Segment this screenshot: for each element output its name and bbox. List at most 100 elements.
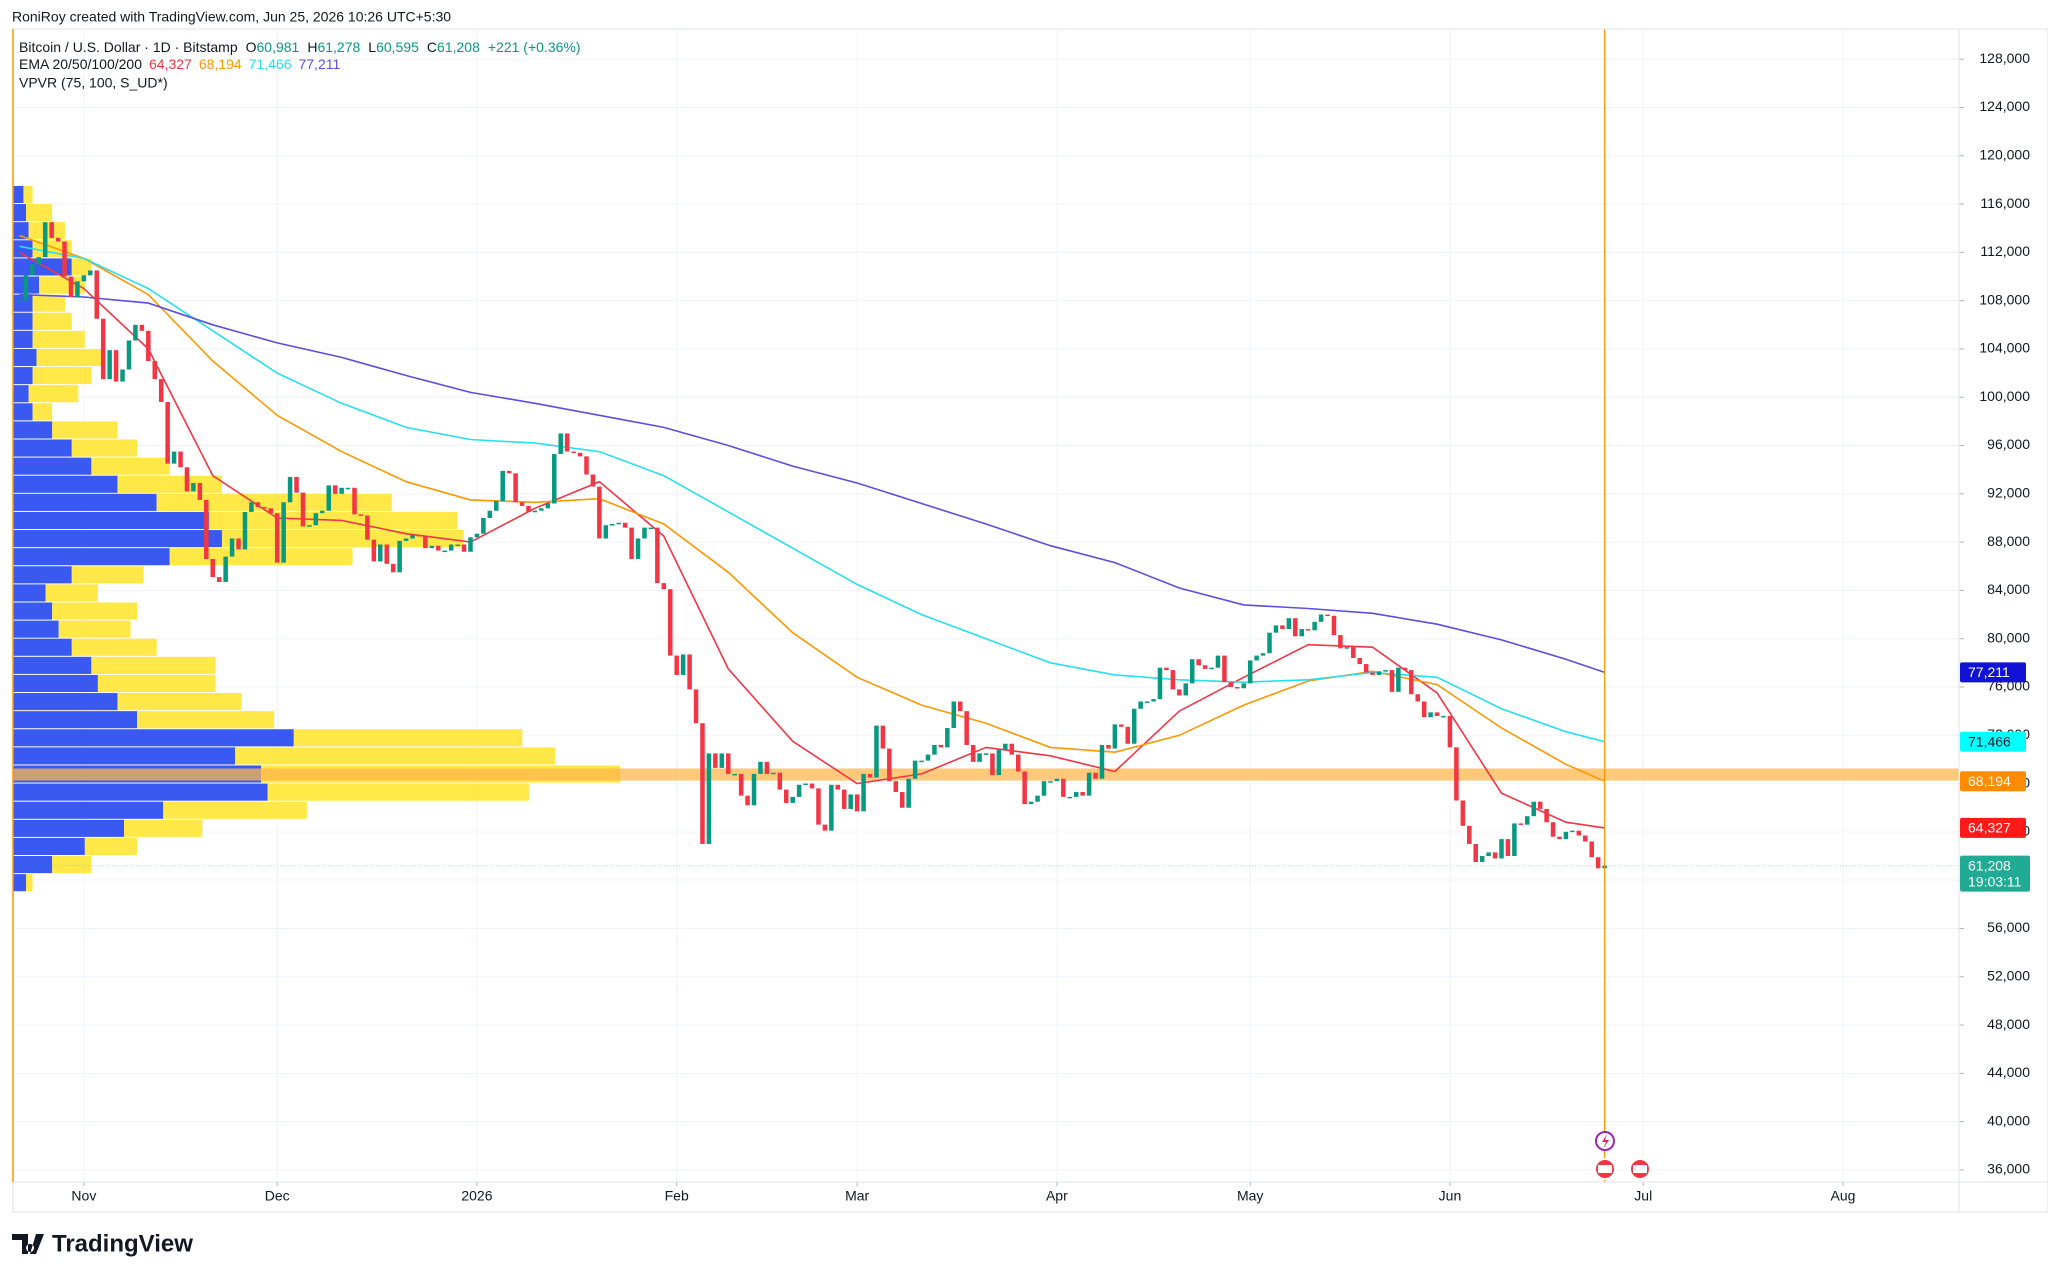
candle-body — [1486, 852, 1491, 857]
candle-body — [442, 550, 447, 553]
vpvr-up-volume — [13, 185, 24, 204]
candle-body — [590, 474, 596, 487]
change-value: +221 (+0.36%) — [488, 39, 581, 55]
candle-body — [680, 654, 686, 675]
candle-body — [1286, 618, 1292, 630]
candle-body — [803, 783, 808, 786]
vpvr-up-volume — [13, 312, 33, 330]
candle-body — [1048, 781, 1053, 783]
vpvr-down-volume — [52, 421, 118, 439]
candle-body — [1344, 647, 1350, 649]
candle-body — [1441, 715, 1446, 718]
candle-body — [1138, 701, 1143, 709]
candle-body — [951, 701, 957, 729]
candle-body — [1067, 796, 1073, 799]
candle-body — [1028, 801, 1034, 805]
candle-body — [822, 824, 828, 831]
candle-body — [1131, 708, 1137, 744]
ohlc-key: C — [427, 39, 437, 55]
candle-body — [94, 270, 100, 319]
candle-body — [1125, 726, 1131, 744]
candle-body — [1054, 778, 1060, 782]
candle-body — [906, 778, 911, 808]
x-tick-label: May — [1237, 1188, 1263, 1204]
candle-body — [577, 452, 583, 457]
candle-body — [1106, 744, 1111, 749]
vpvr-down-volume — [156, 493, 392, 511]
candle-body — [957, 701, 963, 712]
vpvr-down-volume — [169, 548, 353, 566]
candle-body — [874, 725, 879, 778]
last-price-label: 61,208 — [1968, 857, 2011, 873]
y-tick-label: 84,000 — [1987, 581, 2030, 597]
candle-body — [1434, 712, 1440, 716]
candle-body — [1099, 744, 1105, 779]
candle-body — [1454, 747, 1459, 801]
candle-body — [1202, 665, 1208, 669]
candle-body — [513, 473, 518, 503]
vpvr-up-volume — [13, 656, 92, 674]
y-tick-label: 92,000 — [1987, 485, 2030, 501]
ohlc-value: 61,208 — [437, 39, 480, 55]
candle-body — [113, 350, 119, 382]
candle-body — [455, 544, 460, 547]
candle-body — [1531, 801, 1536, 817]
price-label-box — [1960, 662, 2026, 683]
vpvr-down-volume — [97, 674, 216, 693]
y-tick-label: 48,000 — [1987, 1016, 2030, 1032]
candle-body — [36, 257, 42, 265]
candle-body — [68, 276, 74, 298]
candle-body — [841, 789, 847, 809]
candle-body — [300, 492, 306, 527]
candle-body — [809, 783, 815, 789]
vpvr-down-volume — [26, 874, 33, 892]
candle-body — [274, 513, 280, 563]
candle-body — [945, 728, 950, 748]
vpvr-up-volume — [13, 530, 222, 548]
candle-body — [1189, 659, 1195, 684]
candle-body — [1035, 795, 1040, 802]
y-tick-label: 80,000 — [1987, 629, 2030, 645]
vpvr-poc-band — [13, 768, 1959, 781]
vpvr-down-volume — [71, 566, 144, 584]
candle-body — [1157, 667, 1163, 700]
vpvr-down-volume — [26, 204, 53, 222]
symbol-name: Bitcoin / U.S. Dollar · 1D · Bitstamp — [19, 39, 238, 55]
candle-body — [436, 545, 441, 551]
vpvr-up-volume — [13, 222, 29, 240]
vpvr-down-volume — [32, 330, 85, 348]
candle-body — [332, 485, 338, 494]
x-tick-label: Aug — [1831, 1188, 1856, 1204]
candle-body — [964, 711, 969, 745]
price-label: 77,211 — [1968, 664, 2010, 680]
candle-body — [229, 538, 235, 557]
last-price-box — [1960, 855, 2030, 892]
vpvr-up-volume — [13, 729, 294, 747]
candle-body — [603, 525, 609, 539]
candle-body — [494, 501, 499, 511]
candle-body — [861, 773, 866, 812]
vpvr-up-volume — [13, 783, 268, 801]
ema-name: EMA 20/50/100/200 — [19, 56, 142, 72]
price-label-box — [1960, 731, 2026, 752]
candle-body — [133, 324, 138, 341]
vpvr-down-volume — [32, 240, 72, 258]
brand-logo-mark — [12, 1234, 44, 1254]
candle-body — [745, 795, 750, 806]
vpvr-down-volume — [32, 403, 53, 421]
candle-body — [1254, 655, 1259, 661]
candle-body — [783, 789, 789, 803]
candle-body — [487, 510, 493, 518]
candle-body — [558, 433, 563, 454]
candle-body — [384, 544, 389, 564]
candle-body — [30, 264, 35, 276]
candle-body — [713, 753, 718, 768]
candle-body — [584, 456, 589, 475]
candle-body — [1003, 743, 1008, 750]
vpvr-up-volume — [13, 566, 72, 584]
y-tick-label: 100,000 — [1979, 388, 2030, 404]
vpvr-down-volume — [71, 258, 92, 276]
candle-body — [506, 470, 512, 474]
candle-body — [468, 537, 473, 552]
